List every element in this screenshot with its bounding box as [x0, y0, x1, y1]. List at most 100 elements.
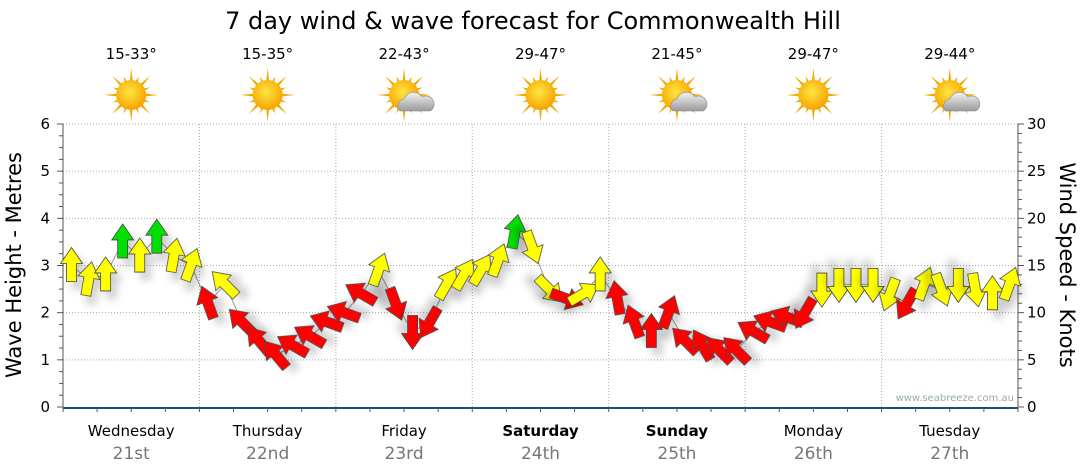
- wind-arrow: [605, 280, 629, 316]
- sun-icon: [240, 68, 295, 122]
- wind-arrow: [384, 285, 408, 321]
- sun-ray: [248, 103, 260, 115]
- right-tick-label: 20: [1027, 209, 1046, 227]
- wind-arrow: [810, 272, 834, 308]
- wind-arrow: [93, 256, 118, 292]
- left-tick-label: 0: [40, 398, 50, 416]
- partly-cloudy-icon: [377, 68, 435, 122]
- wind-arrow: [622, 304, 645, 340]
- wind-arrow: [930, 271, 953, 307]
- wind-arrow: [367, 252, 391, 288]
- day-date: 24th: [521, 444, 560, 464]
- right-axis-label: Wind Speed - Knots: [1055, 162, 1079, 367]
- sun-ray: [402, 107, 406, 122]
- wind-arrow: [827, 267, 851, 304]
- wind-arrow: [59, 246, 84, 282]
- chart-title: 7 day wind & wave forecast for Commonwea…: [225, 7, 841, 35]
- wind-arrow: [723, 337, 753, 366]
- sun-ray: [521, 103, 533, 115]
- wind-arrow: [896, 286, 921, 320]
- sun-ray: [538, 107, 543, 122]
- sun-disc: [525, 80, 556, 110]
- partly-cloudy-icon: [649, 68, 708, 122]
- wind-arrow: [878, 276, 901, 312]
- sun-ray: [139, 103, 151, 115]
- wind-arrow: [964, 271, 988, 308]
- sun-ray: [684, 75, 697, 87]
- left-tick-label: 4: [40, 209, 50, 227]
- day-name: Friday: [381, 422, 427, 440]
- sun-ray: [266, 107, 270, 122]
- wind-arrow: [861, 267, 885, 304]
- wind-arrow: [737, 320, 771, 345]
- wind-arrow: [309, 310, 345, 333]
- sun-ray: [266, 68, 270, 83]
- cloud-shape: [397, 91, 435, 112]
- sun-ray: [104, 93, 119, 97]
- sun-ray: [930, 75, 942, 87]
- wind-arrow: [294, 325, 328, 350]
- sun-ray: [821, 103, 833, 115]
- wind-arrow: [450, 258, 475, 292]
- sun-ray: [548, 75, 560, 87]
- sun-ray: [922, 93, 937, 97]
- left-tick-label: 5: [40, 162, 50, 180]
- sun-ray: [649, 93, 665, 97]
- sun-disc: [116, 80, 147, 110]
- day-date: 23rd: [385, 444, 424, 464]
- sun-ray: [521, 75, 533, 87]
- wind-arrow: [657, 295, 681, 330]
- wind-arrow: [639, 312, 664, 348]
- day-temperature: 15-33°: [106, 45, 157, 63]
- right-tick-label: 15: [1027, 257, 1046, 275]
- sun-ray: [402, 68, 406, 83]
- wind-arrow: [487, 243, 510, 279]
- watermark: www.seabreeze.com.au: [896, 393, 1014, 404]
- wind-arrow: [946, 267, 971, 304]
- wind-arrow: [196, 285, 219, 321]
- wind-arrow: [77, 261, 101, 297]
- sun-ray: [384, 75, 397, 87]
- right-tick-label: 0: [1027, 398, 1037, 416]
- day-temperature: 15-35°: [242, 45, 293, 63]
- sun-ray: [675, 68, 679, 83]
- left-axis-label: Wave Height - Metres: [2, 152, 26, 378]
- wind-arrow: [162, 237, 186, 274]
- day-name: Saturday: [502, 422, 579, 440]
- wind-arrow: [418, 305, 443, 339]
- wind-arrow: [110, 223, 135, 259]
- wind-arrow: [145, 218, 169, 254]
- sun-ray: [112, 75, 124, 87]
- sun-ray: [657, 75, 669, 87]
- right-tick-label: 30: [1027, 115, 1046, 133]
- wind-arrow: [998, 266, 1022, 302]
- sun-ray: [129, 68, 133, 83]
- sun-ray: [930, 103, 942, 115]
- day-name: Thursday: [232, 422, 303, 440]
- sun-icon: [786, 68, 841, 122]
- sun-ray: [240, 93, 255, 97]
- left-tick-label: 2: [40, 304, 50, 322]
- sun-ray: [675, 107, 679, 122]
- day-name: Sunday: [646, 422, 709, 440]
- sun-ray: [948, 68, 952, 83]
- sun-ray: [548, 103, 560, 115]
- day-name: Monday: [784, 422, 843, 440]
- sun-ray: [377, 93, 392, 97]
- sun-icon: [513, 68, 568, 122]
- sun-ray: [280, 93, 295, 97]
- sun-ray: [275, 103, 287, 115]
- day-date: 21st: [113, 444, 150, 464]
- wind-arrow: [180, 247, 203, 283]
- day-temperature: 21-45°: [651, 45, 702, 63]
- sun-icon: [104, 68, 159, 122]
- wind-arrow: [588, 256, 612, 292]
- sun-ray: [248, 75, 260, 87]
- right-tick-label: 10: [1027, 304, 1046, 322]
- partly-cloudy-icon: [922, 68, 981, 122]
- day-date: 27th: [930, 444, 969, 464]
- wind-arrow: [400, 315, 425, 351]
- sun-ray: [811, 107, 815, 122]
- wind-arrow: [264, 340, 291, 372]
